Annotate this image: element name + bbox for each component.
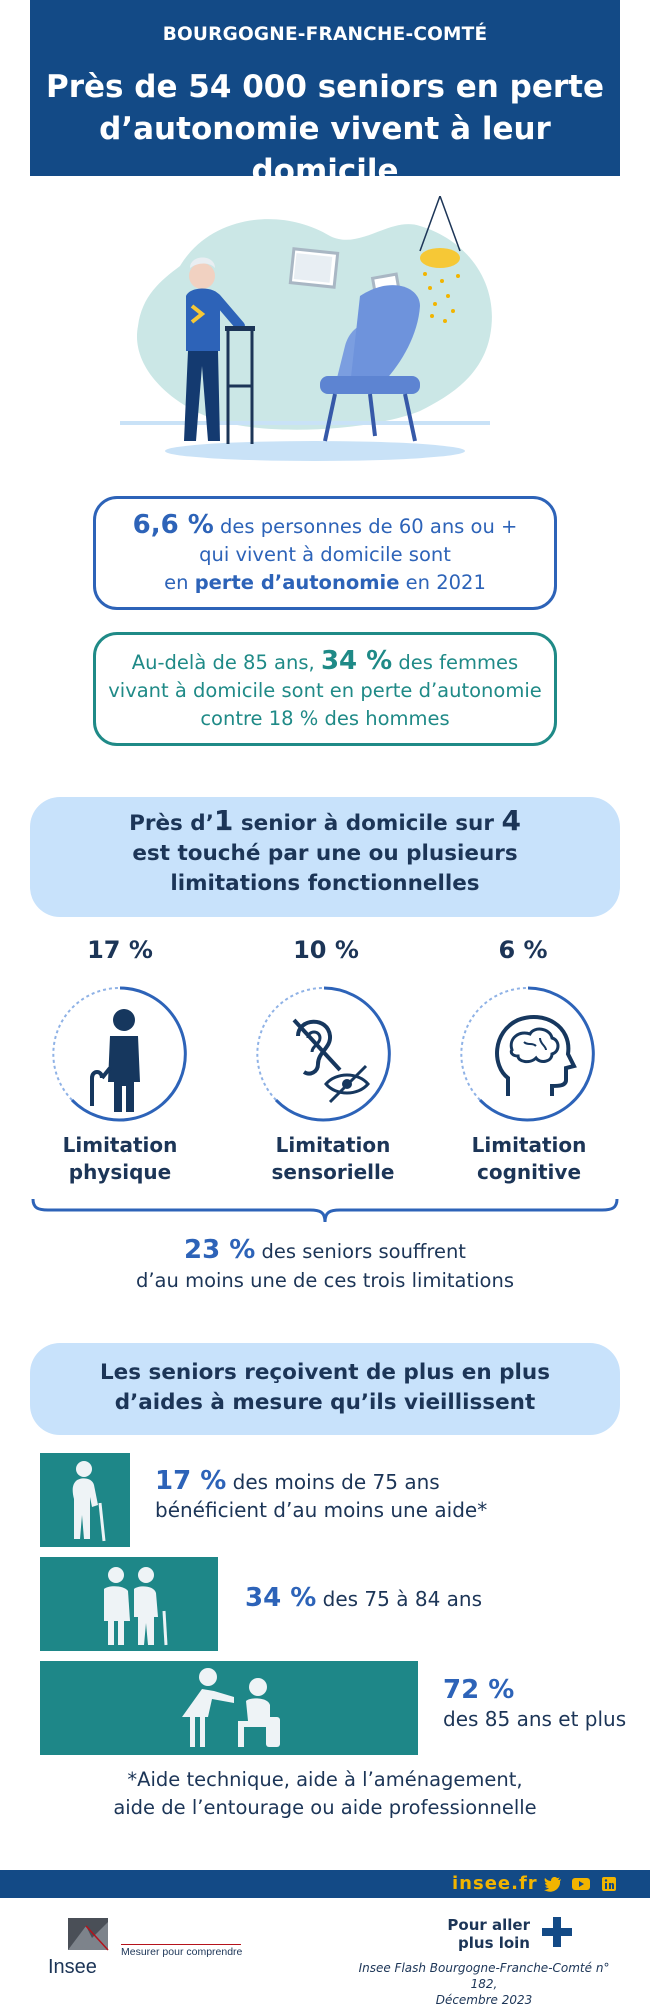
- stat2-pct: 34 %: [320, 646, 393, 676]
- aide-pct-75-84: 34 %: [245, 1583, 317, 1613]
- stat1-text-b: qui vivent à domicile sont: [199, 543, 451, 566]
- tagline-rule: [121, 1944, 241, 1945]
- aides-heading-line2: d’aides à mesure qu’ils vieillissent: [114, 1390, 536, 1415]
- aide-bar-85-plus: [40, 1661, 418, 1755]
- header-banner: BOURGOGNE-FRANCHE-COMTÉ Près de 54 000 s…: [30, 0, 620, 189]
- limitation-sensory-label: Limitation sensorielle: [248, 1132, 418, 1186]
- more-line2: plus loin: [458, 1934, 530, 1952]
- aide-text-85-plus: 72 % des 85 ans et plus: [443, 1676, 643, 1733]
- limitations-heading: Près d’1 senior à domicile sur 4 est tou…: [30, 797, 620, 917]
- head-brain-icon: [460, 986, 595, 1122]
- footer-band: insee.fr: [0, 1870, 650, 1898]
- aide-text-under-75: 17 % des moins de 75 ans bénéficient d’a…: [155, 1467, 555, 1524]
- aide-text-75-84: 34 % des 75 à 84 ans: [245, 1584, 575, 1613]
- limitation-physical-label: Limitation physique: [35, 1132, 205, 1186]
- footnote-line1: *Aide technique, aide à l’aménagement,: [127, 1768, 523, 1791]
- aide-pct-85-plus: 72 %: [443, 1675, 515, 1705]
- stat1-text-d: en 2021: [399, 571, 486, 594]
- limitation-cognitive-label-2: cognitive: [476, 1160, 582, 1184]
- plus-icon[interactable]: [540, 1915, 574, 1949]
- lh-a: Près d’: [129, 811, 214, 836]
- stat2-text-a: Au-delà de 85 ans,: [131, 651, 321, 674]
- lh-line2: est touché par une ou plusieurs: [132, 841, 518, 866]
- limitation-physical-label-2: physique: [68, 1160, 172, 1184]
- publication-reference: Insee Flash Bourgogne-Franche-Comté n° 1…: [350, 1960, 618, 2008]
- title-line-1: Près de 54 000 seniors en perte: [46, 69, 604, 105]
- limitation-cognitive-label: Limitation cognitive: [444, 1132, 614, 1186]
- aides-heading: Les seniors reçoivent de plus en plus d’…: [30, 1343, 620, 1435]
- limitation-cognitive-label-1: Limitation: [471, 1133, 587, 1157]
- summary-text-a: des seniors souffrent: [255, 1240, 466, 1263]
- person-with-cane-icon: [52, 986, 187, 1122]
- footnote-line2: aide de l’entourage ou aide professionne…: [113, 1796, 537, 1819]
- stat1-text-c: en: [164, 571, 195, 594]
- page-title: Près de 54 000 seniors en perte d’autono…: [40, 66, 610, 192]
- elderly-couple-icon: [104, 1567, 168, 1646]
- aide-85-plus-a: des 85 ans et plus: [443, 1707, 627, 1731]
- aides-heading-line1: Les seniors reçoivent de plus en plus: [99, 1360, 551, 1385]
- more-line1: Pour aller: [447, 1916, 530, 1934]
- stat-box-autonomy-loss: 6,6 % des personnes de 60 ans ou + qui v…: [93, 496, 557, 610]
- aide-bar-under-75: [40, 1453, 130, 1547]
- aide-under-75-a: des moins de 75 ans: [226, 1470, 440, 1494]
- stat1-pct: 6,6 %: [132, 510, 214, 540]
- stat2-text-c: vivant à domicile sont en perte d’autono…: [108, 679, 542, 702]
- curly-brace-divider: [31, 1198, 619, 1223]
- insee-site-link[interactable]: insee.fr: [452, 1873, 538, 1894]
- insee-tagline: Mesurer pour comprendre: [121, 1946, 243, 1958]
- twitter-icon[interactable]: [544, 1876, 562, 1892]
- hearing-vision-impaired-icon: [256, 986, 391, 1122]
- lh-line3: limitations fonctionnelles: [170, 871, 480, 896]
- stat2-text-d: contre 18 % des hommes: [200, 707, 450, 730]
- stat2-text-b: des femmes: [392, 651, 519, 674]
- youtube-icon[interactable]: [572, 1876, 590, 1892]
- caregiver-feeding-senior-icon: [182, 1668, 280, 1747]
- region-label: BOURGOGNE-FRANCHE-COMTÉ: [162, 24, 488, 45]
- aide-75-84-a: des 75 à 84 ans: [316, 1587, 483, 1611]
- footnote: *Aide technique, aide à l’aménagement, a…: [60, 1766, 590, 1822]
- ref-line1: Insee Flash Bourgogne-Franche-Comté n° 1…: [358, 1961, 610, 1991]
- limitation-sensory-label-1: Limitation: [275, 1133, 391, 1157]
- elderly-man-with-cane-icon: [72, 1461, 106, 1542]
- aide-bar-75-84: [40, 1557, 218, 1651]
- limitation-physical-label-1: Limitation: [62, 1133, 178, 1157]
- aide-pct-under-75: 17 %: [155, 1466, 227, 1496]
- insee-logo-text: Insee: [48, 1956, 97, 1978]
- lh-n2: 4: [501, 804, 521, 837]
- aide-under-75-b: bénéficient d’au moins une aide*: [155, 1498, 488, 1522]
- more-info-link[interactable]: Pour aller plus loin: [430, 1916, 530, 1952]
- senior-with-walker-illustration: [120, 196, 492, 461]
- limitation-sensory-pct: 10 %: [293, 936, 359, 964]
- ref-line2: Décembre 2023: [435, 1993, 533, 2007]
- lh-b: senior à domicile sur: [233, 811, 502, 836]
- stat1-text-bold: perte d’autonomie: [194, 571, 400, 594]
- limitation-cognitive-pct: 6 %: [498, 936, 548, 964]
- title-line-2: d’autonomie vivent à leur domicile: [99, 111, 551, 189]
- limitations-summary: 23 % des seniors souffrent d’au moins un…: [60, 1236, 590, 1295]
- lh-n1: 1: [213, 804, 234, 837]
- stat1-text-a: des personnes de 60 ans ou +: [213, 515, 518, 538]
- stat-box-over-85: Au-delà de 85 ans, 34 % des femmes vivan…: [93, 632, 557, 746]
- limitation-physical-pct: 17 %: [87, 936, 153, 964]
- limitation-sensory-label-2: sensorielle: [271, 1160, 395, 1184]
- linkedin-icon[interactable]: [600, 1876, 618, 1892]
- insee-logo: [68, 1918, 109, 1951]
- summary-text-b: d’au moins une de ces trois limitations: [135, 1269, 514, 1292]
- summary-pct: 23 %: [184, 1235, 256, 1265]
